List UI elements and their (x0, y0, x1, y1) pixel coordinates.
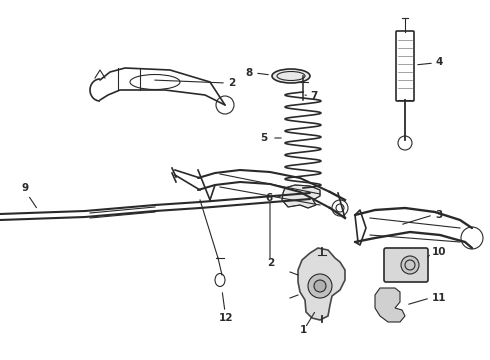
Text: 7: 7 (310, 91, 318, 101)
Text: 9: 9 (22, 183, 28, 193)
Ellipse shape (272, 69, 310, 83)
Text: 6: 6 (265, 193, 272, 203)
Polygon shape (282, 185, 320, 208)
FancyBboxPatch shape (384, 248, 428, 282)
Circle shape (314, 280, 326, 292)
Circle shape (308, 274, 332, 298)
Text: 2: 2 (228, 78, 235, 88)
Text: 8: 8 (246, 68, 253, 78)
Circle shape (401, 256, 419, 274)
Text: 12: 12 (219, 313, 233, 323)
Text: 10: 10 (432, 247, 446, 257)
Text: 2: 2 (267, 258, 274, 268)
Text: 11: 11 (432, 293, 446, 303)
Text: 3: 3 (435, 210, 442, 220)
Polygon shape (375, 288, 405, 322)
Text: 4: 4 (435, 57, 442, 67)
Text: 1: 1 (300, 325, 307, 335)
Text: 5: 5 (260, 133, 267, 143)
Polygon shape (298, 248, 345, 320)
